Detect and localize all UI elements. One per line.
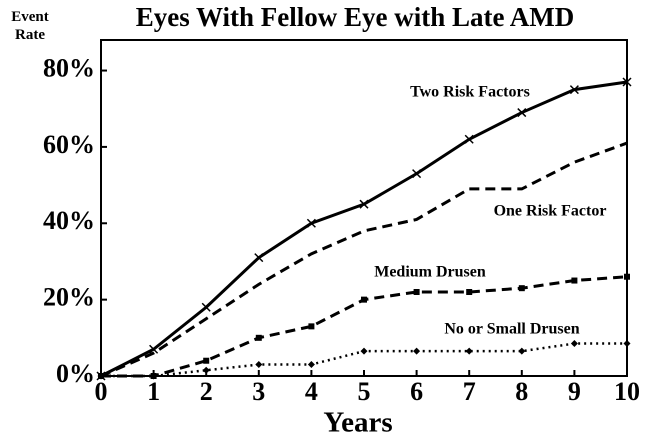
series-label: No or Small Drusen <box>444 321 579 338</box>
marker <box>571 277 578 284</box>
y-tick-label: 0% <box>56 359 95 388</box>
marker <box>622 77 632 87</box>
marker <box>570 340 578 348</box>
marker <box>255 334 262 341</box>
marker <box>203 357 210 364</box>
series-line <box>100 141 628 378</box>
marker <box>623 340 631 348</box>
x-tick-label: 9 <box>568 377 581 406</box>
marker <box>464 134 474 144</box>
marker <box>518 285 525 292</box>
x-tick-label: 4 <box>305 377 318 406</box>
y-tick-label: 40% <box>43 206 95 235</box>
series-label: Two Risk Factors <box>410 84 530 101</box>
marker <box>624 273 630 280</box>
chart-title: Eyes With Fellow Eye with Late AMD <box>136 2 575 32</box>
marker <box>465 347 473 355</box>
marker <box>412 169 422 179</box>
marker <box>518 347 526 355</box>
marker <box>466 289 473 295</box>
marker <box>306 218 316 228</box>
marker <box>413 289 420 295</box>
x-tick-label: 0 <box>95 377 108 406</box>
marker <box>149 344 159 354</box>
x-tick-label: 7 <box>463 377 476 406</box>
marker <box>517 108 527 118</box>
y-tick-label: 60% <box>43 130 95 159</box>
x-tick-label: 10 <box>614 377 640 406</box>
marker <box>361 296 367 303</box>
marker <box>359 199 369 209</box>
x-tick-label: 3 <box>252 377 265 406</box>
marker <box>254 253 264 263</box>
marker <box>308 323 315 330</box>
x-tick-label: 8 <box>515 377 528 406</box>
marker <box>413 347 421 355</box>
series-label: Medium Drusen <box>374 264 486 281</box>
series-label: One Risk Factor <box>494 203 607 220</box>
y-axis-label: Event Rate <box>11 9 49 43</box>
marker <box>201 302 211 312</box>
y-tick-label: 80% <box>43 54 95 83</box>
x-tick-label: 6 <box>410 377 423 406</box>
x-tick-label: 5 <box>358 377 371 406</box>
x-tick-label: 1 <box>147 377 160 406</box>
marker <box>307 361 315 369</box>
marker <box>255 361 263 369</box>
x-axis-label: Years <box>323 407 392 439</box>
marker <box>150 372 158 380</box>
y-tick-label: 20% <box>43 283 95 312</box>
marker <box>360 347 368 355</box>
marker <box>97 372 105 380</box>
marker <box>569 85 579 95</box>
x-tick-label: 2 <box>200 377 213 406</box>
marker <box>202 366 210 374</box>
